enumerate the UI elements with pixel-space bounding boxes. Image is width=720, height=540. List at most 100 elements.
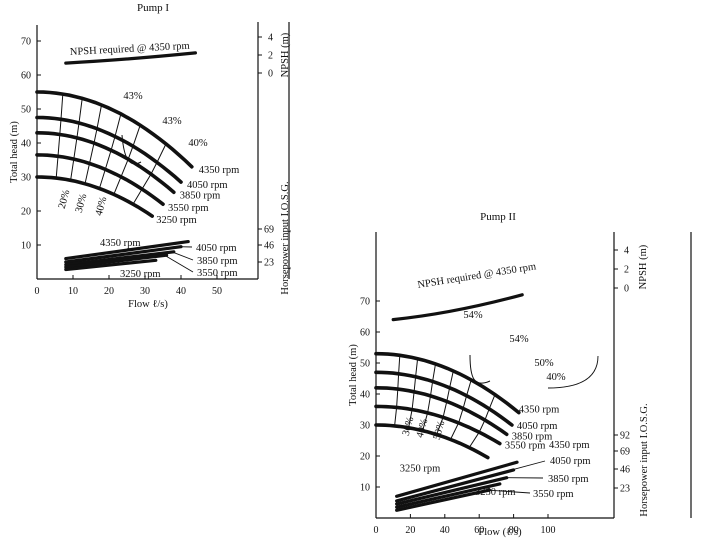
y-tick-label: 20 (360, 452, 370, 463)
y-tick-label: 70 (360, 297, 370, 308)
efficiency-label: 30% (401, 415, 417, 437)
leader-arrow (511, 460, 546, 471)
npsh-axis-label: NPSH (m) (280, 32, 291, 77)
efficiency-label: 43% (123, 91, 143, 102)
x-tick-label: 10 (68, 286, 78, 297)
leader-arrow (164, 254, 194, 273)
hp-tick-label: 46 (620, 465, 630, 476)
hp-curve-label: 3250 rpm (120, 269, 161, 280)
x-axis-label: Flow (ℓ/s) (478, 527, 522, 538)
hp-tick-label: 69 (620, 447, 630, 458)
npsh-tick-label: 4 (268, 33, 273, 44)
y-tick-label: 50 (360, 359, 370, 370)
hp-curve-4050-rpm (64, 245, 183, 264)
npsh-axis-label: NPSH (m) (638, 244, 649, 289)
hp-tick-label: 46 (264, 241, 274, 252)
head-curve-label: 4050 rpm (517, 421, 558, 432)
y-tick-label: 50 (21, 105, 31, 116)
hp-tick-label: 92 (620, 431, 630, 442)
y-tick-label: 70 (21, 37, 31, 48)
hp-tick-label: 23 (264, 258, 274, 269)
y-tick-label: 40 (360, 390, 370, 401)
x-tick-label: 80 (509, 525, 519, 536)
head-curve-label: 4350 rpm (199, 165, 240, 176)
hp-curve-label: 4350 rpm (100, 238, 141, 249)
efficiency-label: 40% (94, 195, 110, 217)
npsh-curve-label: NPSH required @ 4350 rpm (417, 261, 537, 291)
head-curve-label: 3550 rpm (168, 203, 209, 214)
npsh-tick-label: 2 (624, 265, 629, 276)
iso-efficiency-line (98, 113, 122, 189)
npsh-required-curve (391, 293, 524, 322)
hp-axis-label: Horsepower input I.O.S.G. (280, 181, 291, 294)
hp-curve-label: 3550 rpm (533, 489, 574, 500)
hp-curve-3850-rpm (395, 476, 509, 506)
x-tick-label: 0 (35, 286, 40, 297)
hp-tick-label: 23 (620, 484, 630, 495)
x-tick-label: 60 (474, 525, 484, 536)
head-curve-label: 4350 rpm (519, 405, 560, 416)
y-tick-label: 60 (21, 71, 31, 82)
iso-efficiency-line (468, 394, 496, 448)
head-curve-label: 3250 rpm (400, 464, 441, 475)
x-tick-label: 100 (541, 525, 556, 536)
head-curve-label: 3250 rpm (156, 215, 197, 226)
head-curve-4350-rpm (374, 351, 521, 415)
hp-curve-label: 4050 rpm (550, 456, 591, 467)
hp-curve-label: 3550 rpm (197, 268, 238, 279)
efficiency-label: 50% (432, 419, 448, 441)
npsh-tick-label: 0 (624, 284, 629, 295)
y-tick-label: 40 (21, 139, 31, 150)
head-curve-label: 4050 rpm (187, 180, 228, 191)
x-tick-label: 30 (140, 286, 150, 297)
efficiency-label: 40% (188, 138, 208, 149)
efficiency-dip-line (121, 134, 142, 165)
npsh-tick-label: 4 (624, 246, 629, 257)
hp-curve-label: 4050 rpm (196, 243, 237, 254)
iso-efficiency-line (84, 104, 102, 184)
y-tick-label: 30 (360, 421, 370, 432)
hp-tick-label: 69 (264, 225, 274, 236)
hp-axis-label: Horsepower input I.O.S.G. (639, 403, 650, 516)
iso-efficiency-line (55, 94, 64, 179)
leader-arrow (487, 489, 531, 494)
y-axis-label: Total head (m) (9, 121, 20, 183)
hp-curve-3550-rpm (395, 482, 502, 509)
head-curve-label: 3550 rpm (505, 441, 546, 452)
efficiency-label: 40% (415, 417, 431, 439)
chart-title: Pump II (480, 211, 516, 223)
hp-curve-3550-rpm (64, 253, 169, 269)
iso-efficiency-line (436, 370, 454, 435)
hp-curve-3250-rpm (64, 258, 158, 272)
hp-curve-3850-rpm (64, 250, 176, 267)
iso-efficiency-line (70, 98, 83, 181)
x-axis-label: Flow ℓ/s) (128, 299, 168, 310)
efficiency-dip-line (469, 354, 491, 384)
hp-curve-4050-rpm (395, 468, 516, 503)
hp-curve-3250-rpm (395, 488, 492, 512)
hp-curve-label: 3850 rpm (197, 256, 238, 267)
y-tick-label: 10 (21, 241, 31, 252)
head-curve-label: 3850 rpm (180, 190, 221, 201)
x-tick-label: 0 (374, 525, 379, 536)
x-tick-label: 40 (176, 286, 186, 297)
efficiency-label: 40% (546, 372, 566, 383)
iso-efficiency-line (113, 125, 141, 195)
efficiency-label: 54% (463, 310, 483, 321)
iso-efficiency-line (422, 363, 436, 431)
npsh-required-curve (64, 51, 197, 65)
npsh-tick-label: 0 (268, 69, 273, 80)
efficiency-label: 43% (162, 116, 182, 127)
iso-efficiency-line (408, 358, 419, 428)
hp-curve-label: 3250 rpm (475, 487, 516, 498)
iso-efficiency-line (132, 143, 167, 205)
x-tick-label: 20 (405, 525, 415, 536)
y-axis-label: Total head (m) (348, 344, 359, 406)
y-tick-label: 20 (21, 207, 31, 218)
hp-curve-label: 4350 rpm (549, 440, 590, 451)
iso-efficiency-line (394, 355, 401, 426)
hp-curve-4350-rpm (395, 460, 519, 498)
